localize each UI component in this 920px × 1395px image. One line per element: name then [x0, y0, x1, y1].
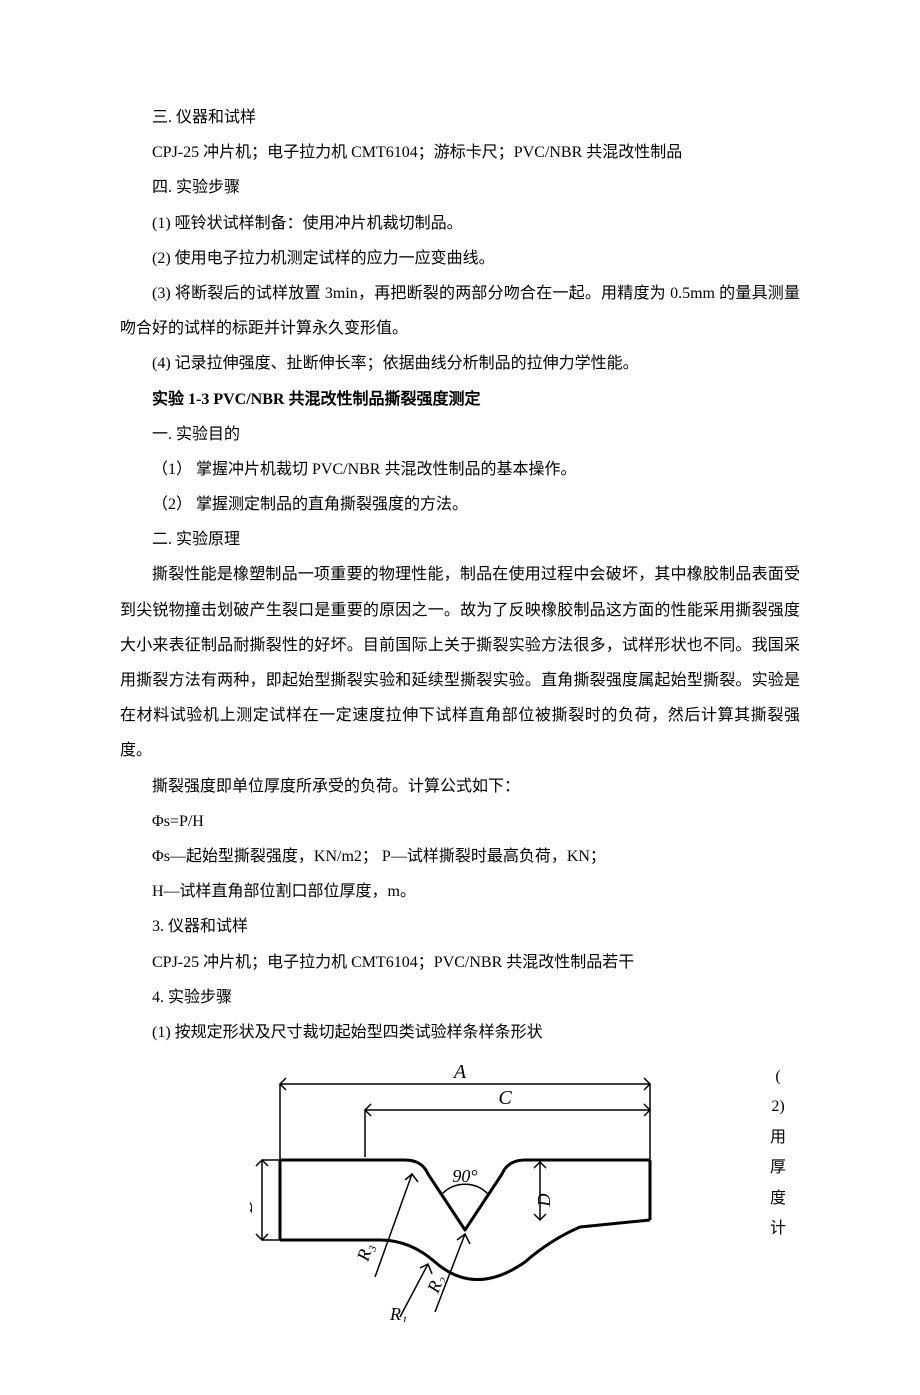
principle-body: 撕裂性能是橡塑制品一项重要的物理性能，制品在使用过程中会破坏，其中橡胶制品表面受… — [120, 557, 800, 768]
rv-c1: ( — [766, 1062, 790, 1092]
page: 三. 仪器和试样 CPJ-25 冲片机；电子拉力机 CMT6104；游标卡尺；P… — [0, 0, 920, 1395]
rv-c3: 用 — [766, 1123, 790, 1153]
rv-c6: 计 — [766, 1214, 790, 1244]
instruments-title: 3. 仪器和试样 — [120, 909, 800, 944]
right-vertical-text: ( 2) 用 厚 度 计 — [670, 1062, 800, 1244]
figure-row: A C — [120, 1062, 800, 1335]
formula-intro: 撕裂强度即单位厚度所承受的负荷。计算公式如下： — [120, 769, 800, 804]
experiment-title: 实验 1-3 PVC/NBR 共混改性制品撕裂强度测定 — [120, 382, 800, 417]
section-4-title: 四. 实验步骤 — [120, 170, 800, 205]
label-d: D — [534, 1194, 554, 1208]
step-1: (1) 哑铃状试样制备：使用冲片机裁切制品。 — [120, 206, 800, 241]
step-2: (2) 使用电子拉力机测定试样的应力一应变曲线。 — [120, 241, 800, 276]
section-3-body: CPJ-25 冲片机；电子拉力机 CMT6104；游标卡尺；PVC/NBR 共混… — [120, 135, 800, 170]
instruments-body: CPJ-25 冲片机；电子拉力机 CMT6104；PVC/NBR 共混改性制品若… — [120, 945, 800, 980]
rv-c4: 厚 — [766, 1153, 790, 1183]
label-b: B — [250, 1201, 257, 1213]
step-4: (4) 记录拉伸强度、扯断伸长率；依据曲线分析制品的拉伸力学性能。 — [120, 346, 800, 381]
label-r2: R₂ — [423, 1272, 448, 1296]
label-a: A — [452, 1062, 467, 1083]
section-3-title: 三. 仪器和试样 — [120, 100, 800, 135]
purpose-title: 一. 实验目的 — [120, 417, 800, 452]
steps-title: 4. 实验步骤 — [120, 980, 800, 1015]
label-c: C — [498, 1087, 512, 1109]
formula-desc-2: H—试样直角部位割口部位厚度，m。 — [120, 874, 800, 909]
label-r3: R₃ — [352, 1241, 377, 1265]
purpose-item-2: （2） 掌握测定制品的直角撕裂强度的方法。 — [120, 487, 800, 522]
tear-specimen-diagram: A C — [250, 1062, 670, 1335]
steps-item-1: (1) 按规定形状及尺寸裁切起始型四类试验样条样条形状 — [120, 1015, 800, 1050]
label-angle: 90° — [452, 1166, 477, 1186]
purpose-item-1: （1） 掌握冲片机裁切 PVC/NBR 共混改性制品的基本操作。 — [120, 452, 800, 487]
step-3: (3) 将断裂后的试样放置 3min，再把断裂的两部分吻合在一起。用精度为 0.… — [120, 276, 800, 346]
rv-c5: 度 — [766, 1184, 790, 1214]
label-r1: R₁ — [389, 1304, 407, 1322]
formula: Φs=P/H — [120, 804, 800, 839]
principle-title: 二. 实验原理 — [120, 522, 800, 557]
formula-desc-1: Φs—起始型撕裂强度，KN/m2； P—试样撕裂时最高负荷，KN； — [120, 839, 800, 874]
rv-c2: 2) — [766, 1092, 790, 1122]
